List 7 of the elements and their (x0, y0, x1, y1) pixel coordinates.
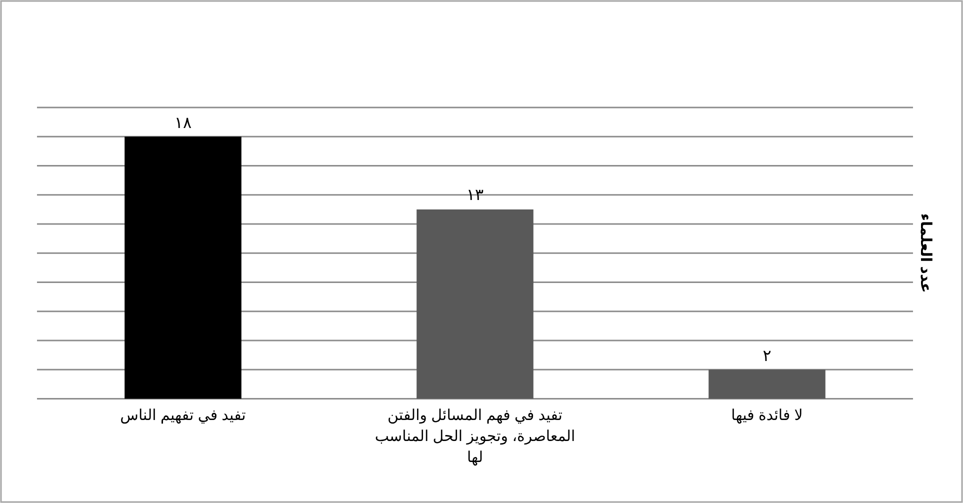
data-label: ١٨ (173, 114, 193, 134)
x-tick-label: تفيد في تفهيم الناس (119, 406, 247, 426)
data-label: ١٣ (465, 186, 485, 206)
y-axis-title: عدد العلماء (917, 213, 934, 293)
data-label: ٢ (762, 346, 772, 367)
x-tick-label: لا فائدة فيها (730, 406, 804, 426)
x-tick-label: تفيد في فهم المسائل والفتن المعاصرة، وتجويز الحل المناسب لها (374, 406, 576, 468)
